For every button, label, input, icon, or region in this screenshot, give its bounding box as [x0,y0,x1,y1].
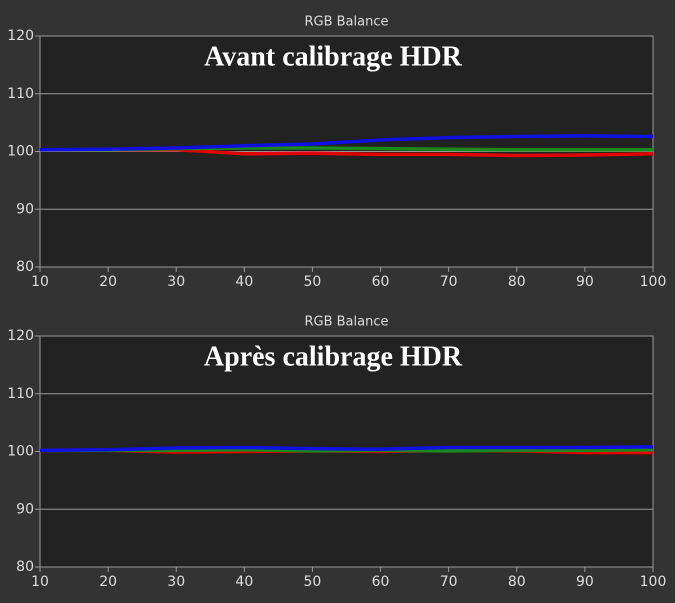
x-tick-label: 20 [99,574,117,590]
annotation: Avant calibrage HDR [204,41,462,72]
x-tick-label: 10 [31,274,49,290]
x-tick-label: 70 [440,274,458,290]
x-tick-label: 100 [640,274,667,290]
y-tick-label: 110 [7,386,34,402]
x-tick-label: 50 [304,274,322,290]
x-tick-label: 90 [576,574,594,590]
data-line [39,445,654,453]
x-tick-label: 30 [167,574,185,590]
chart-title: RGB Balance [304,15,388,30]
y-tick-label: 120 [7,28,34,44]
data-line [39,134,654,152]
y-tick-label: 90 [16,201,34,217]
annotation: Après calibrage HDR [204,341,463,372]
y-tick-label: 120 [7,328,34,344]
x-tick-label: 60 [372,274,390,290]
x-tick-label: 90 [576,274,594,290]
x-tick-label: 80 [508,574,526,590]
y-tick-label: 80 [16,559,34,575]
x-tick-label: 60 [372,574,390,590]
x-tick-label: 100 [640,574,667,590]
x-tick-label: 80 [508,274,526,290]
x-tick-label: 40 [235,274,253,290]
chart-title: RGB Balance [304,315,388,330]
y-tick-label: 90 [16,501,34,517]
x-tick-label: 50 [304,574,322,590]
y-tick-label: 80 [16,259,34,275]
x-tick-label: 40 [235,574,253,590]
x-tick-label: 20 [99,274,117,290]
y-tick-label: 100 [7,444,34,460]
x-tick-label: 10 [31,574,49,590]
x-tick-label: 70 [440,574,458,590]
y-tick-label: 110 [7,86,34,102]
y-tick-label: 100 [7,144,34,160]
x-tick-label: 30 [167,274,185,290]
